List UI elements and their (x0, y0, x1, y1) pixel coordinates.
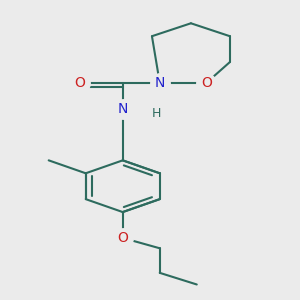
Text: O: O (201, 76, 212, 90)
Text: O: O (74, 76, 85, 90)
Text: N: N (154, 76, 165, 90)
Text: H: H (152, 107, 161, 120)
Text: O: O (117, 231, 128, 245)
Text: N: N (118, 102, 128, 116)
